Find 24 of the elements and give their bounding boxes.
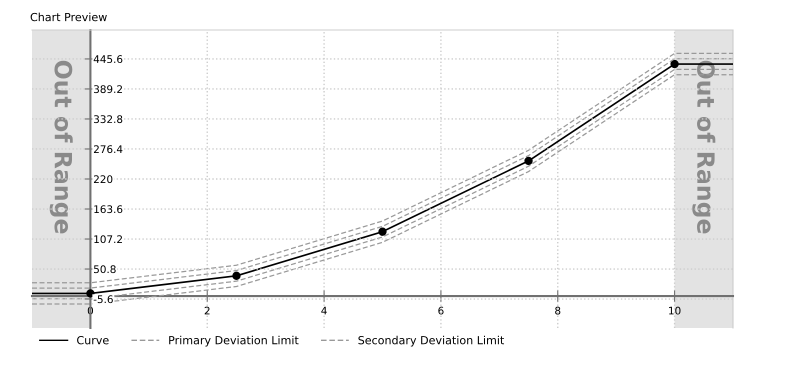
y-tick-label: 389.2 — [94, 85, 122, 94]
y-tick-label: 107.2 — [94, 235, 122, 244]
y-tick-label: 276.4 — [94, 145, 122, 154]
x-tick-label: 8 — [555, 306, 560, 315]
x-tick-label: 2 — [204, 306, 210, 314]
legend-label: Curve — [77, 336, 109, 344]
legend-label: Secondary Deviation Limit — [358, 336, 504, 347]
y-tick-label: 445.6 — [94, 55, 122, 64]
point — [86, 289, 95, 298]
point — [378, 228, 387, 236]
x-tick-label: 10 — [669, 306, 681, 315]
x-tick-label: 6 — [438, 306, 444, 315]
y-tick-label: 163.6 — [94, 205, 122, 214]
y-tick-label: 220 — [94, 175, 112, 184]
legend-label: Primary Deviation Limit — [169, 336, 299, 347]
band-label: Out of Range — [50, 60, 73, 234]
x-tick-label: 4 — [321, 306, 327, 314]
point — [524, 156, 533, 166]
chart-title: Chart Preview — [30, 12, 107, 22]
y-tick-label: -5.6 — [94, 295, 113, 304]
point — [670, 60, 679, 68]
y-tick-label: 50.8 — [94, 265, 116, 274]
point — [232, 272, 241, 280]
y-tick-label: 332.8 — [94, 115, 122, 124]
